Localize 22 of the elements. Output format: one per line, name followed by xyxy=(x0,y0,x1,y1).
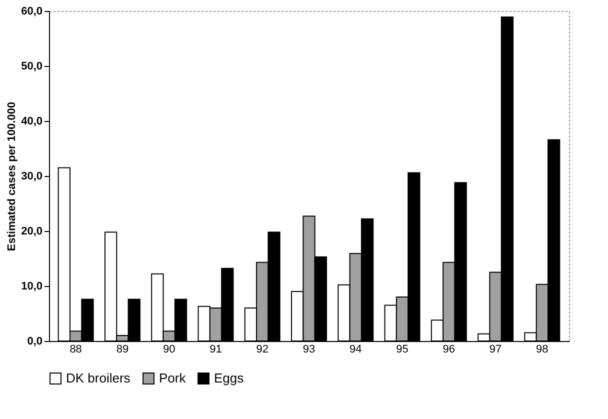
x-tick-label: 88 xyxy=(70,344,82,356)
y-axis-title: Estimated cases per 100.000 xyxy=(6,102,18,252)
x-tick-label: 89 xyxy=(116,344,129,356)
x-tick-label: 93 xyxy=(302,344,316,356)
legend-label: Pork xyxy=(159,370,186,386)
y-tick-label: 40,0 xyxy=(21,116,42,128)
y-tick-label: 30,0 xyxy=(21,170,42,182)
legend-label: Eggs xyxy=(214,370,244,386)
x-tick-label: 92 xyxy=(256,344,268,356)
legend-label: DK broilers xyxy=(66,370,131,386)
x-tick-label: 95 xyxy=(396,344,408,356)
x-tick-label: 94 xyxy=(350,344,362,356)
y-tick-label: 50,0 xyxy=(21,60,42,72)
y-tick-label: 60,0 xyxy=(21,6,42,18)
y-tick-label: 0,0 xyxy=(27,336,42,348)
y-tick-label: 20,0 xyxy=(21,226,42,238)
x-tick-label: 96 xyxy=(442,344,456,356)
x-tick-label: 97 xyxy=(489,344,502,356)
x-tick-label: 98 xyxy=(536,344,548,356)
x-tick-label: 90 xyxy=(162,344,176,356)
y-tick-label: 10,0 xyxy=(21,280,42,292)
x-tick-label: 91 xyxy=(210,344,222,356)
